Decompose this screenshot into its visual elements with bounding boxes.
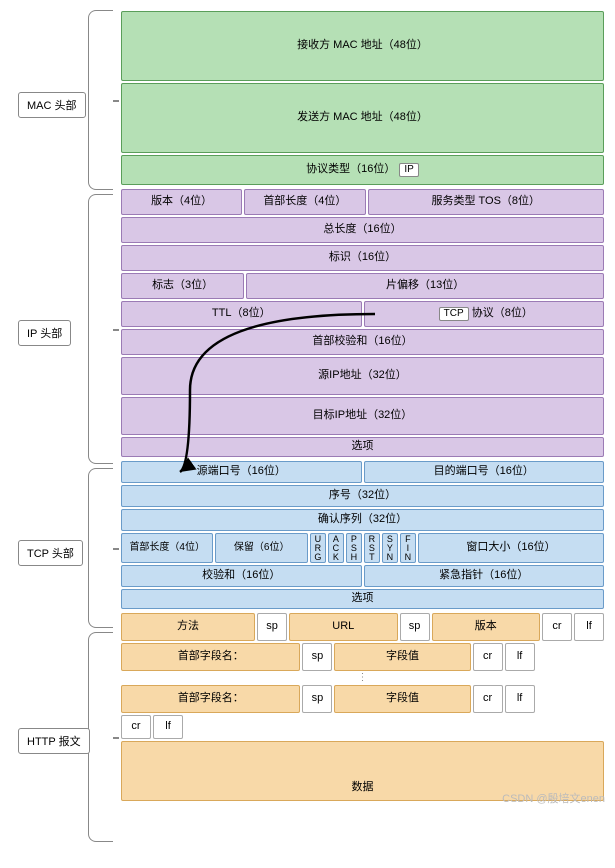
http-brace (88, 632, 113, 842)
cr4: cr (121, 715, 151, 739)
ip-badge: IP (399, 163, 418, 177)
ellipsis: ⋮ (120, 672, 605, 684)
tcp-rst: RST (364, 533, 380, 563)
tcp-ackf: ACK (328, 533, 344, 563)
sp4: sp (302, 685, 332, 713)
tcp-urg: URG (310, 533, 326, 563)
watermark: CSDN @殷培文enen (502, 790, 605, 806)
lf3: lf (505, 685, 535, 713)
http-version: 版本 (432, 613, 540, 641)
tcp-reserved: 保留（6位） (215, 533, 307, 563)
tcp-checksum: 校验和（16位） (121, 565, 362, 587)
http-label: HTTP 报文 (18, 728, 90, 754)
ip-brace (88, 194, 113, 464)
ip-srcip: 源IP地址（32位） (121, 357, 604, 395)
ip-ident: 标识（16位） (121, 245, 604, 271)
http-section: 方法 sp URL sp 版本 cr lf 首部字段名： sp 字段值 cr l… (120, 612, 605, 802)
ip-tos: 服务类型 TOS（8位） (368, 189, 605, 215)
tcp-psh: PSH (346, 533, 362, 563)
mac-brace (88, 10, 113, 190)
http-hval1: 字段值 (334, 643, 470, 671)
tcp-fin: FIN (400, 533, 416, 563)
http-url: URL (289, 613, 397, 641)
http-method: 方法 (121, 613, 255, 641)
tcp-label: TCP 头部 (18, 540, 83, 566)
http-hname1: 首部字段名： (121, 643, 300, 671)
http-hname2: 首部字段名： (121, 685, 300, 713)
lf2: lf (505, 643, 535, 671)
cr2: cr (473, 643, 503, 671)
tcp-dstport: 目的端口号（16位） (364, 461, 605, 483)
tcp-syn: SYN (382, 533, 398, 563)
cr3: cr (473, 685, 503, 713)
mac-dst: 接收方 MAC 地址（48位） (121, 11, 604, 81)
tcp-ack: 确认序列（32位） (121, 509, 604, 531)
ip-total: 总长度（16位） (121, 217, 604, 243)
ip-checksum: 首部校验和（16位） (121, 329, 604, 355)
tcp-badge: TCP (439, 307, 469, 321)
lf4: lf (153, 715, 183, 739)
mac-section: 接收方 MAC 地址（48位） 发送方 MAC 地址（48位） 协议类型（16位… (120, 10, 605, 186)
ip-section: 版本（4位） 首部长度（4位） 服务类型 TOS（8位） 总长度（16位） 标识… (120, 188, 605, 458)
cr1: cr (542, 613, 572, 641)
tcp-srcport: 源端口号（16位） (121, 461, 362, 483)
ip-flags: 标志（3位） (121, 273, 244, 299)
tcp-window: 窗口大小（16位） (418, 533, 604, 563)
sp1: sp (257, 613, 287, 641)
tcp-seq: 序号（32位） (121, 485, 604, 507)
tcp-brace (88, 468, 113, 628)
ip-fragoff: 片偏移（13位） (246, 273, 604, 299)
ip-ttl: TTL（8位） (121, 301, 362, 327)
tcp-hlen: 首部长度（4位） (121, 533, 213, 563)
tcp-options: 选项 (121, 589, 604, 609)
tcp-urgent: 紧急指针（16位） (364, 565, 605, 587)
ip-version: 版本（4位） (121, 189, 242, 215)
ip-label: IP 头部 (18, 320, 71, 346)
sp3: sp (302, 643, 332, 671)
mac-label: MAC 头部 (18, 92, 86, 118)
lf1: lf (574, 613, 604, 641)
http-hval2: 字段值 (334, 685, 470, 713)
mac-proto: 协议类型（16位）IP (121, 155, 604, 185)
ip-options: 选项 (121, 437, 604, 457)
ip-dstip: 目标IP地址（32位） (121, 397, 604, 435)
tcp-section: 源端口号（16位） 目的端口号（16位） 序号（32位） 确认序列（32位） 首… (120, 460, 605, 610)
ip-hlen: 首部长度（4位） (244, 189, 365, 215)
mac-src: 发送方 MAC 地址（48位） (121, 83, 604, 153)
ip-proto: TCP 协议（8位） (364, 301, 605, 327)
sp2: sp (400, 613, 430, 641)
